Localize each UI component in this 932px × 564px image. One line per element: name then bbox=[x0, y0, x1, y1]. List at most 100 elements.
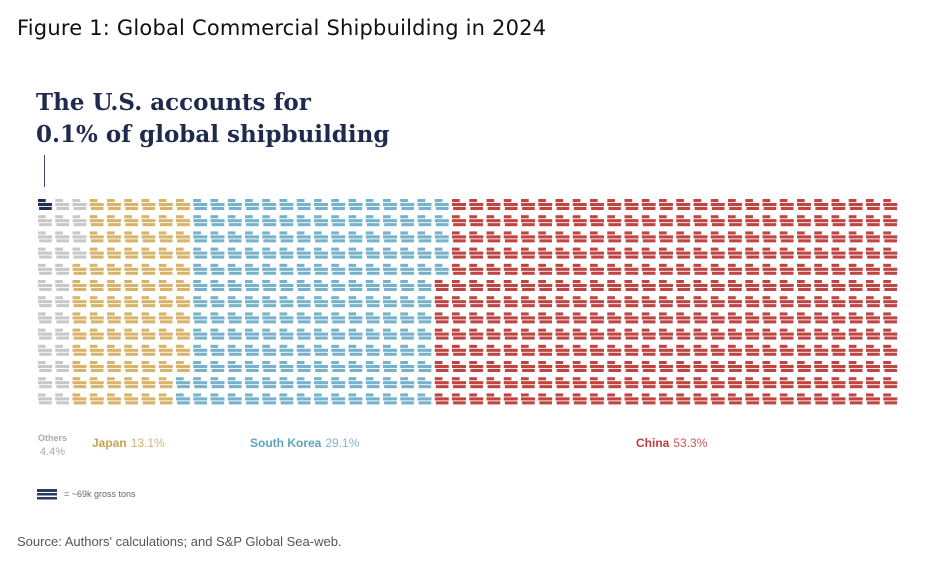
ship-cell-china bbox=[607, 247, 622, 259]
ship-cell-china bbox=[797, 247, 811, 259]
legend-china-value: 53.3% bbox=[673, 436, 708, 450]
ship-cell-china bbox=[659, 328, 673, 340]
ship-cell-south-korea bbox=[245, 199, 259, 210]
ship-cell-south-korea bbox=[193, 328, 208, 340]
ship-cell-china bbox=[486, 263, 501, 275]
ship-cell-china bbox=[848, 280, 863, 291]
ship-cell-china bbox=[831, 215, 846, 227]
ship-cell-others bbox=[55, 280, 70, 291]
ship-cell-china bbox=[486, 393, 501, 405]
ship-cell-south-korea bbox=[314, 199, 328, 210]
ship-cell-china bbox=[503, 263, 518, 275]
ship-cell-china bbox=[797, 263, 811, 275]
ship-cell-south-korea bbox=[262, 247, 277, 259]
ship-cell-china bbox=[762, 280, 777, 291]
ship-cell-south-korea bbox=[383, 344, 397, 356]
ship-cell-south-korea bbox=[279, 393, 294, 405]
ship-cell-china bbox=[814, 215, 829, 227]
ship-cell-china bbox=[745, 231, 760, 243]
ship-cell-china bbox=[866, 231, 880, 243]
ship-cell-japan bbox=[89, 231, 104, 243]
ship-cell-south-korea bbox=[296, 280, 311, 291]
ship-cell-south-korea bbox=[383, 312, 397, 324]
ship-cell-south-korea bbox=[383, 296, 397, 308]
ship-cell-china bbox=[728, 296, 742, 308]
ship-cell-china bbox=[883, 377, 898, 389]
ship-cell-south-korea bbox=[262, 312, 277, 324]
ship-cell-south-korea bbox=[417, 247, 432, 259]
ship-cell-china bbox=[728, 263, 742, 275]
ship-cell-japan bbox=[72, 280, 87, 291]
ship-cell-china bbox=[883, 328, 898, 340]
ship-cell-china bbox=[728, 312, 742, 324]
ship-cell-china bbox=[607, 361, 622, 372]
ship-cell-china bbox=[452, 344, 466, 356]
ship-cell-south-korea bbox=[314, 231, 328, 243]
ship-cell-china bbox=[590, 328, 604, 340]
ship-cell-south-korea bbox=[296, 263, 311, 275]
ship-cell-south-korea bbox=[227, 361, 242, 372]
ship-cell-china bbox=[572, 328, 587, 340]
ship-cell-china bbox=[797, 231, 811, 243]
ship-cell-china bbox=[676, 344, 691, 356]
ship-cell-south-korea bbox=[279, 344, 294, 356]
ship-cell-china bbox=[624, 328, 639, 340]
ship-cell-japan bbox=[158, 377, 173, 389]
ship-cell-south-korea bbox=[193, 247, 208, 259]
ship-cell-south-korea bbox=[193, 312, 208, 324]
ship-cell-china bbox=[797, 361, 811, 372]
ship-cell-others bbox=[72, 215, 87, 227]
ship-cell-china bbox=[572, 199, 587, 210]
ship-cell-south-korea bbox=[400, 263, 415, 275]
ship-cell-china bbox=[797, 393, 811, 405]
ship-cell-south-korea bbox=[210, 296, 225, 308]
ship-cell-china bbox=[572, 215, 587, 227]
ship-cell-south-korea bbox=[193, 263, 208, 275]
ship-cell-china bbox=[693, 215, 708, 227]
ship-cell-china bbox=[607, 280, 622, 291]
ship-cell-south-korea bbox=[417, 199, 432, 210]
ship-cell-china bbox=[710, 296, 725, 308]
ship-cell-south-korea bbox=[365, 263, 380, 275]
ship-cell-japan bbox=[89, 247, 104, 259]
ship-cell-others bbox=[38, 393, 52, 405]
ship-cell-china bbox=[745, 344, 760, 356]
ship-cell-china bbox=[831, 344, 846, 356]
ship-cell-china bbox=[538, 393, 553, 405]
ship-cell-china bbox=[848, 263, 863, 275]
ship-cell-china bbox=[797, 280, 811, 291]
ship-cell-japan bbox=[124, 247, 139, 259]
ship-cell-japan bbox=[124, 328, 139, 340]
ship-cell-china bbox=[728, 328, 742, 340]
ship-cell-others bbox=[55, 328, 70, 340]
ship-cell-japan bbox=[176, 263, 190, 275]
ship-cell-china bbox=[745, 280, 760, 291]
ship-cell-south-korea bbox=[331, 377, 346, 389]
ship-cell-south-korea bbox=[262, 377, 277, 389]
ship-cell-china bbox=[607, 312, 622, 324]
ship-cell-south-korea bbox=[227, 215, 242, 227]
ship-cell-south-korea bbox=[314, 328, 328, 340]
ship-cell-china bbox=[503, 312, 518, 324]
ship-cell-china bbox=[538, 280, 553, 291]
ship-cell-south-korea bbox=[314, 215, 328, 227]
source-note: Source: Authors' calculations; and S&P G… bbox=[17, 534, 342, 549]
ship-cell-japan bbox=[107, 328, 121, 340]
ship-cell-south-korea bbox=[365, 280, 380, 291]
ship-cell-south-korea bbox=[331, 231, 346, 243]
ship-cell-south-korea bbox=[210, 328, 225, 340]
ship-cell-china bbox=[762, 377, 777, 389]
ship-cell-south-korea bbox=[400, 199, 415, 210]
ship-cell-south-korea bbox=[348, 263, 363, 275]
ship-cell-south-korea bbox=[400, 393, 415, 405]
ship-cell-china bbox=[710, 377, 725, 389]
ship-cell-south-korea bbox=[417, 215, 432, 227]
ship-cell-china bbox=[866, 328, 880, 340]
ship-cell-japan bbox=[107, 344, 121, 356]
ship-cell-japan bbox=[72, 312, 87, 324]
ship-cell-china bbox=[693, 361, 708, 372]
ship-cell-south-korea bbox=[365, 344, 380, 356]
ship-cell-others bbox=[72, 199, 87, 210]
ship-cell-china bbox=[538, 344, 553, 356]
ship-cell-china bbox=[676, 377, 691, 389]
